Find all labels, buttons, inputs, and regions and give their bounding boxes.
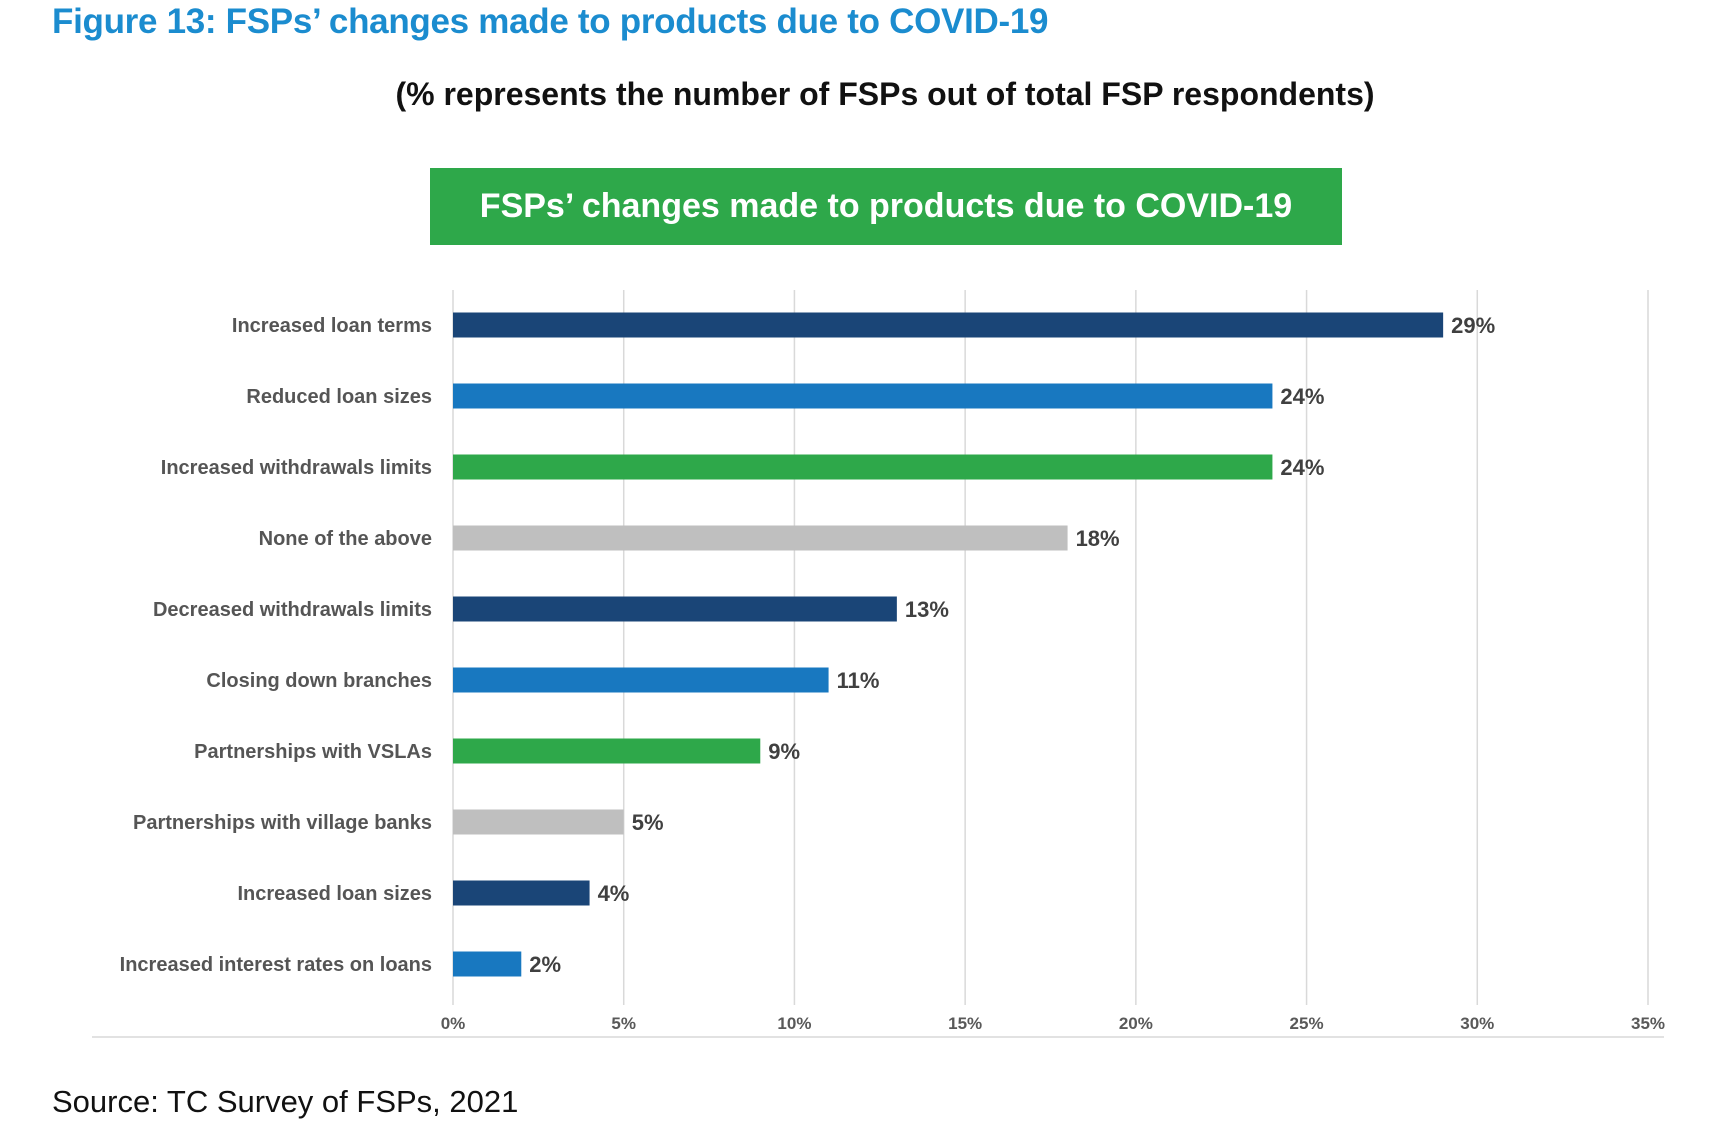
value-label: 4% <box>598 881 630 906</box>
value-label: 5% <box>632 810 664 835</box>
bar <box>453 880 590 906</box>
category-label: Partnerships with VSLAs <box>194 741 432 763</box>
x-tick-label: 20% <box>1119 1014 1153 1033</box>
category-label: Partnerships with village banks <box>133 812 432 834</box>
x-tick-label: 0% <box>441 1014 466 1033</box>
category-label: Increased interest rates on loans <box>120 954 432 976</box>
x-tick-label: 5% <box>611 1014 636 1033</box>
bar <box>453 596 897 622</box>
bar <box>453 667 829 693</box>
bar <box>453 809 624 835</box>
bar-chart: Increased loan terms Reduced loan sizes In… <box>92 290 1665 1038</box>
figure-subtitle: (% represents the number of FSPs out of … <box>395 76 1375 112</box>
category-label: None of the above <box>259 528 432 550</box>
value-label: 29% <box>1451 313 1495 338</box>
value-labels: 29% 24% 24% 18% 13% 11% 9% 5% 4% 2% <box>529 313 1495 977</box>
category-label: Closing down branches <box>206 670 432 692</box>
bar <box>453 312 1444 338</box>
value-label: 9% <box>768 739 800 764</box>
figure-title: Figure 13: FSPs’ changes made to product… <box>52 2 1049 41</box>
category-label: Increased loan terms <box>232 315 432 337</box>
bar <box>453 738 761 764</box>
x-tick-label: 35% <box>1631 1014 1665 1033</box>
bar <box>453 383 1273 409</box>
x-tick-label: 15% <box>948 1014 982 1033</box>
x-tick-label: 10% <box>777 1014 811 1033</box>
value-label: 2% <box>529 952 561 977</box>
bars <box>453 312 1444 977</box>
category-label: Increased loan sizes <box>237 883 432 905</box>
source-note: Source: TC Survey of FSPs, 2021 <box>52 1084 519 1119</box>
value-label: 24% <box>1280 384 1324 409</box>
value-label: 11% <box>837 668 880 693</box>
value-label: 18% <box>1076 526 1120 551</box>
value-label: 24% <box>1280 455 1324 480</box>
bar <box>453 525 1068 551</box>
x-tick-label: 25% <box>1290 1014 1324 1033</box>
chart-title-banner: FSPs’ changes made to products due to CO… <box>430 168 1342 245</box>
category-label: Reduced loan sizes <box>246 386 432 408</box>
x-axis-tick-labels: 0% 5% 10% 15% 20% 25% 30% 35% <box>441 1014 1665 1033</box>
category-label: Increased withdrawals limits <box>161 457 432 479</box>
category-labels: Increased loan terms Reduced loan sizes In… <box>120 315 432 976</box>
bar <box>453 454 1273 480</box>
bar <box>453 951 522 977</box>
value-label: 13% <box>905 597 949 622</box>
category-label: Decreased withdrawals limits <box>153 599 432 621</box>
x-tick-label: 30% <box>1460 1014 1494 1033</box>
chart-title-text: FSPs’ changes made to products due to CO… <box>479 187 1293 225</box>
